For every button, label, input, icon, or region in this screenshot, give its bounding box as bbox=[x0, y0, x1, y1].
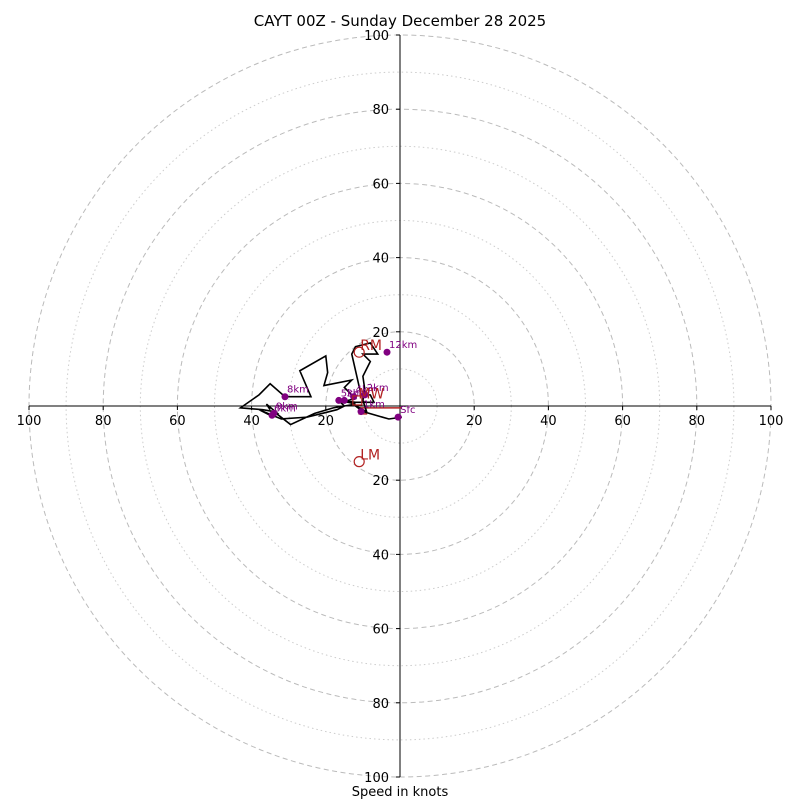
height-label-6km: 6km bbox=[274, 403, 296, 414]
hodograph-trace bbox=[238, 342, 402, 426]
y-tick-label: 20 bbox=[372, 474, 389, 489]
x-tick-label: 100 bbox=[759, 414, 784, 429]
y-tick-label: 60 bbox=[372, 177, 389, 192]
x-tick-label: 80 bbox=[689, 414, 706, 429]
y-tick-label: 100 bbox=[364, 29, 389, 44]
height-label-Sfc: Sfc bbox=[400, 405, 415, 416]
x-tick-label: 40 bbox=[243, 414, 260, 429]
x-tick-labels: 100 80 60 40 20 20 40 60 80 100 bbox=[17, 406, 784, 429]
storm-marker-LM bbox=[353, 456, 365, 468]
height-marker-3km bbox=[340, 396, 348, 404]
height-label-2km: 2km bbox=[367, 383, 389, 394]
storm-marker-RM bbox=[353, 346, 365, 358]
y-tick-labels: 100 80 60 40 20 20 40 60 80 100 bbox=[364, 29, 400, 786]
y-tick-label: 80 bbox=[372, 697, 389, 712]
x-tick-label: 40 bbox=[540, 414, 557, 429]
height-marker-12km bbox=[383, 348, 391, 356]
height-marker-8km bbox=[281, 393, 289, 401]
height-marker-1km bbox=[357, 408, 365, 416]
height-label-5km: 5km bbox=[341, 388, 363, 399]
y-tick-label: 40 bbox=[372, 252, 389, 267]
x-tick-label: 100 bbox=[17, 414, 42, 429]
x-tick-label: 20 bbox=[318, 414, 335, 429]
y-tick-label: 60 bbox=[372, 623, 389, 638]
height-label-12km: 12km bbox=[389, 340, 417, 351]
height-marker-6km bbox=[268, 411, 276, 419]
y-tick-label: 40 bbox=[372, 548, 389, 563]
height-label-9km: 9km bbox=[276, 401, 298, 412]
height-label-1km: 1km bbox=[363, 400, 385, 411]
y-tick-label: 20 bbox=[372, 326, 389, 341]
x-axis-label: Speed in knots bbox=[352, 785, 449, 800]
y-tick-label: 100 bbox=[364, 771, 389, 786]
height-marker-Sfc bbox=[394, 413, 402, 421]
storm-label-MW: MW bbox=[358, 386, 384, 402]
storm-label-LM: LM bbox=[360, 448, 380, 464]
x-tick-label: 80 bbox=[95, 414, 112, 429]
height-label-8km: 8km bbox=[287, 385, 309, 396]
height-label-3km: 3km bbox=[346, 388, 368, 399]
storm-label-RM: RM bbox=[360, 338, 382, 354]
x-tick-label: 60 bbox=[614, 414, 631, 429]
x-tick-label: 60 bbox=[169, 414, 186, 429]
chart-title: CAYT 00Z - Sunday December 28 2025 bbox=[254, 12, 546, 30]
storm-motion-markers: RM LM MW bbox=[352, 338, 384, 468]
storm-marker-MW bbox=[352, 395, 363, 406]
height-marker-4km bbox=[350, 393, 358, 401]
x-tick-label: 20 bbox=[466, 414, 483, 429]
height-label-4km: 4km bbox=[356, 385, 378, 396]
y-tick-label: 80 bbox=[372, 103, 389, 118]
height-marker-5km bbox=[335, 396, 343, 404]
height-marker-2km bbox=[361, 391, 369, 399]
